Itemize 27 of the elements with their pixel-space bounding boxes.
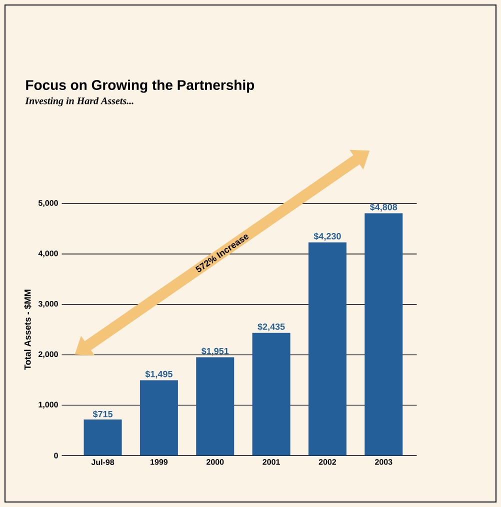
x-tick-label: 2002 bbox=[318, 459, 336, 465]
bar bbox=[140, 380, 178, 456]
bar bbox=[84, 420, 122, 456]
bar bbox=[308, 242, 346, 456]
bar bbox=[252, 332, 290, 456]
data-label: $4,808 bbox=[370, 203, 398, 212]
y-tick-label: 3,000 bbox=[38, 300, 58, 308]
x-tick-label: 2003 bbox=[375, 459, 392, 465]
y-tick-label: 2,000 bbox=[38, 351, 58, 358]
y-tick-label: 5,000 bbox=[38, 200, 58, 208]
bar bbox=[196, 357, 234, 456]
y-tick-label: 0 bbox=[54, 452, 58, 458]
y-tick-label: 4,000 bbox=[38, 250, 58, 258]
data-label: $1,951 bbox=[201, 347, 229, 356]
data-label: $2,435 bbox=[258, 323, 285, 332]
bar bbox=[364, 213, 403, 456]
x-tick-label: Jul-98 bbox=[91, 459, 114, 465]
chart-title: Focus on Growing the Partnership bbox=[26, 80, 254, 93]
y-tick-label: 1,000 bbox=[38, 402, 58, 409]
y-axis-title: Total Assets - $MM bbox=[24, 290, 32, 370]
data-label: $1,495 bbox=[145, 370, 172, 379]
data-label: $715 bbox=[92, 410, 113, 418]
x-tick-label: 2000 bbox=[206, 459, 224, 465]
x-tick-label: 1999 bbox=[150, 459, 168, 465]
data-label: $4,230 bbox=[314, 232, 341, 241]
chart-subtitle: Investing in Hard Assets... bbox=[25, 97, 134, 106]
x-tick-label: 2001 bbox=[262, 459, 280, 465]
